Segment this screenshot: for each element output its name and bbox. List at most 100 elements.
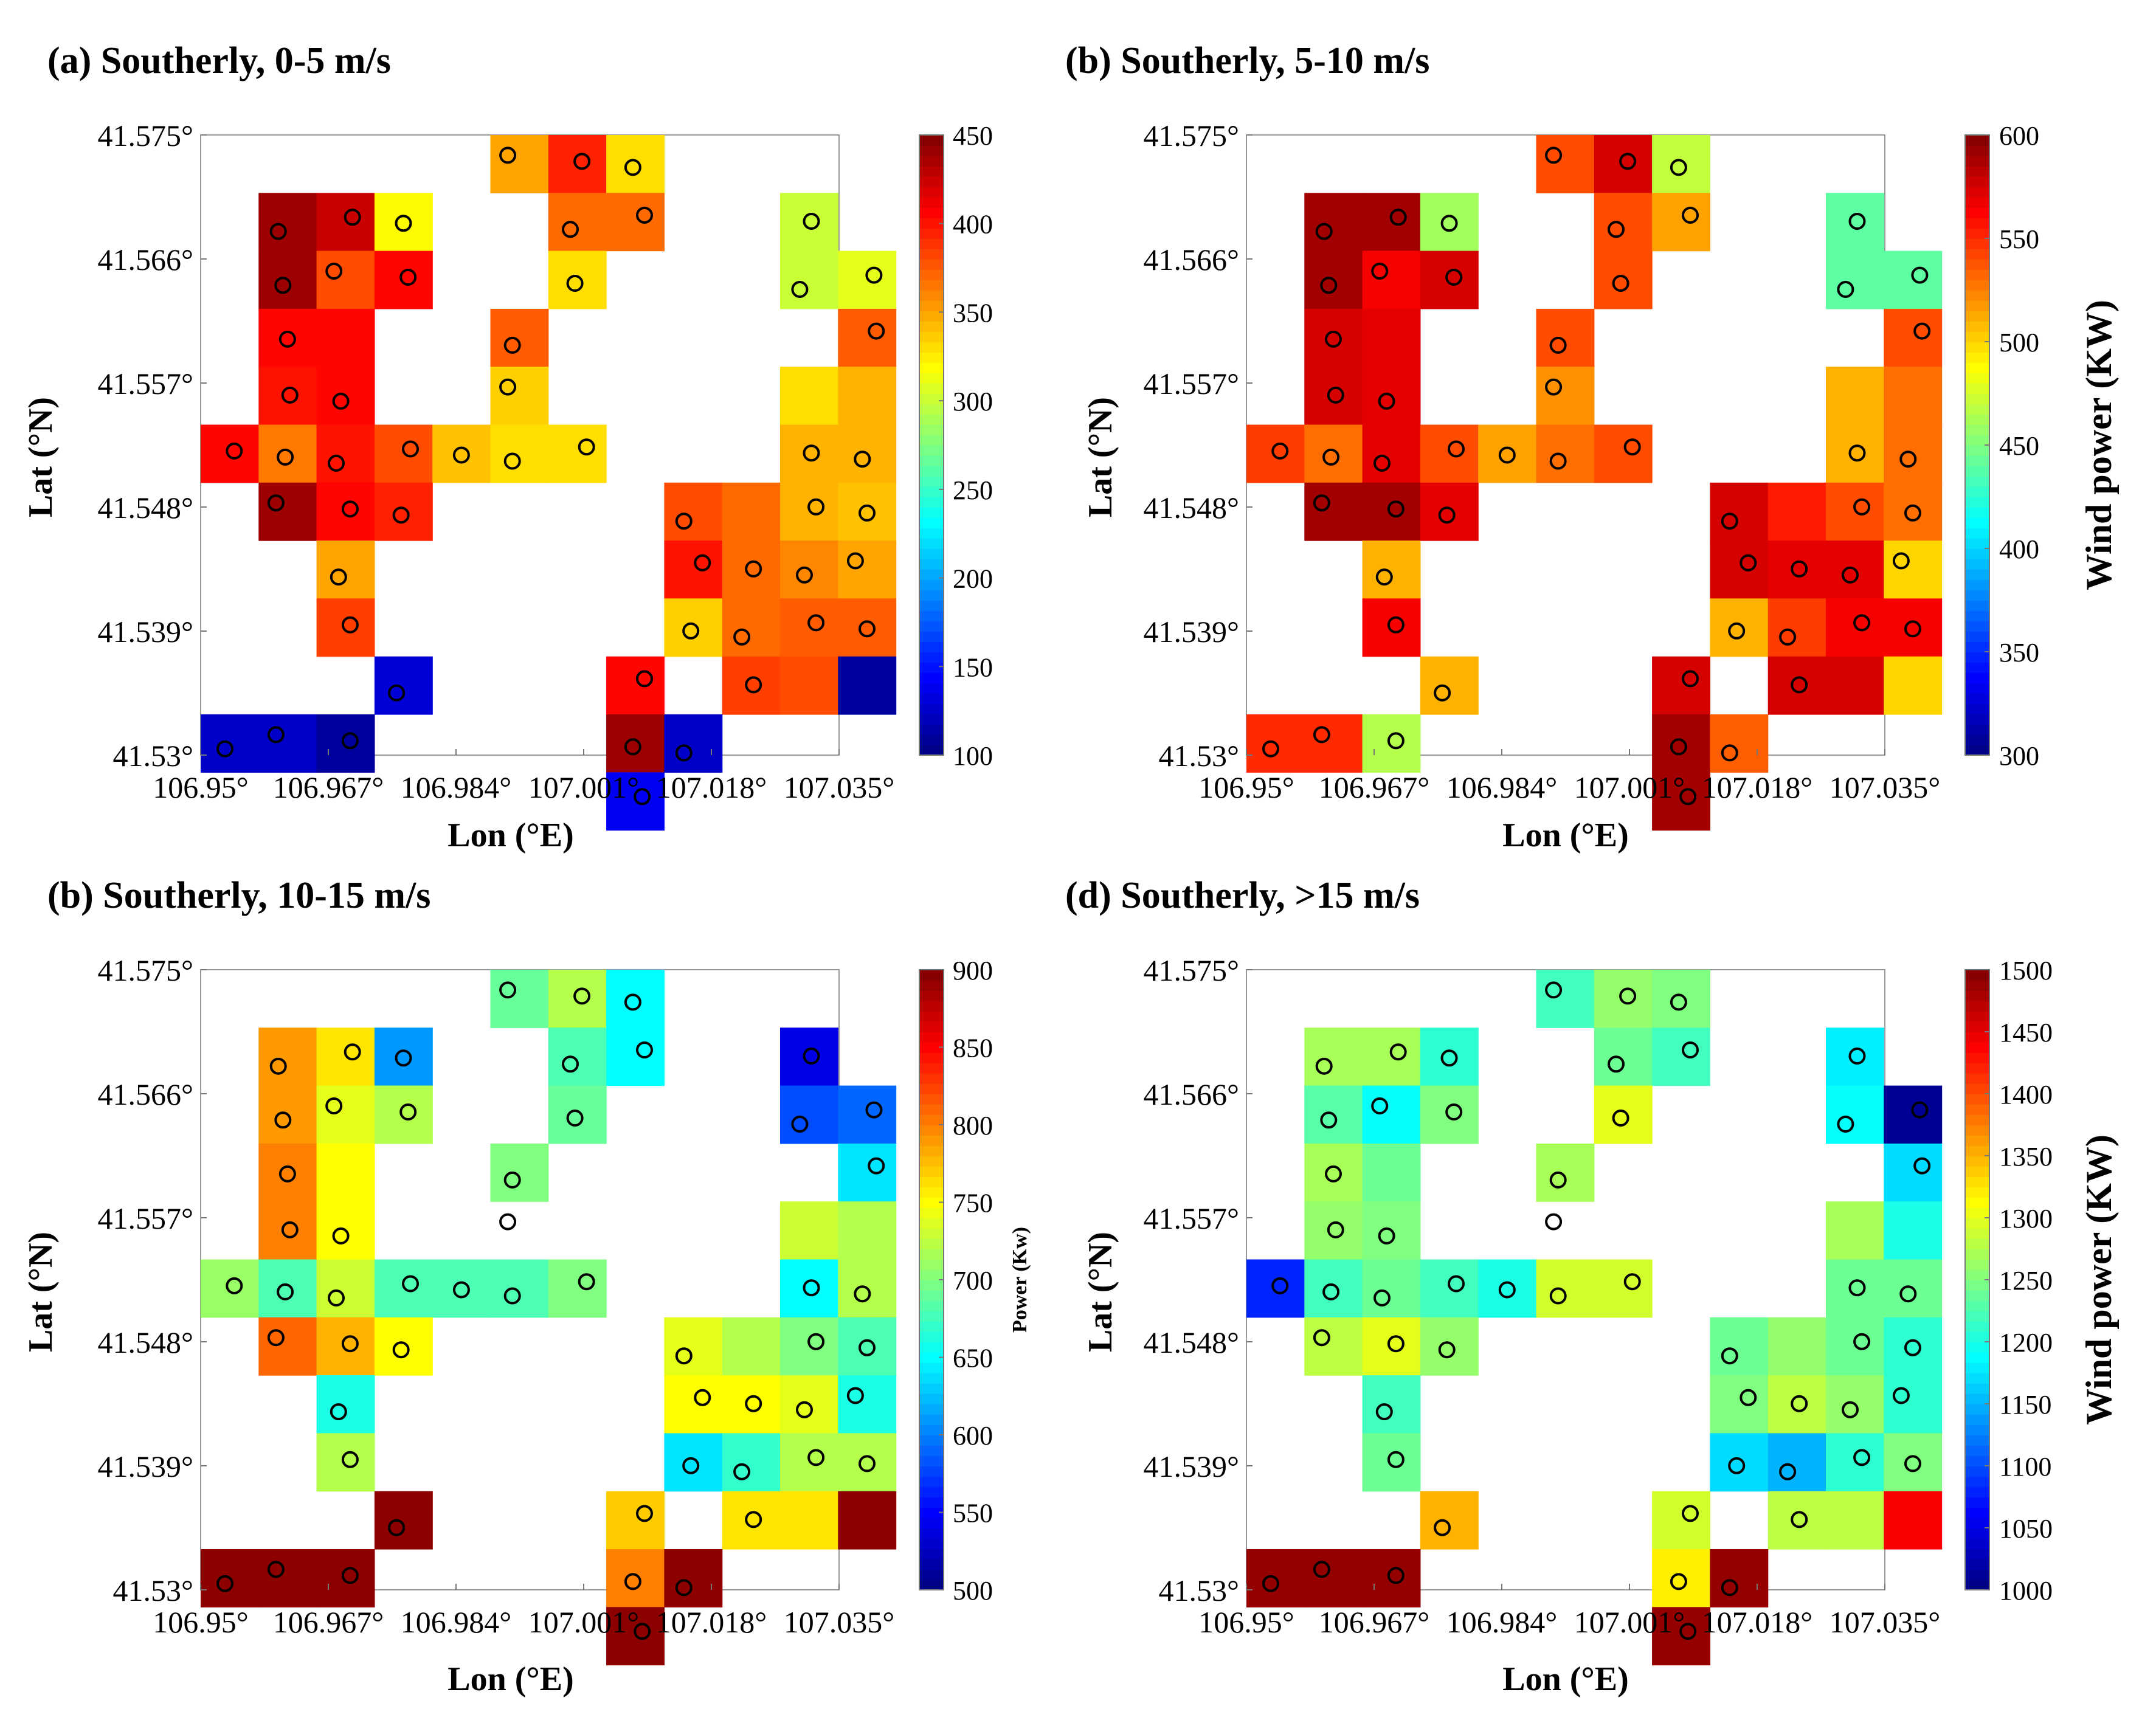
grid-cell bbox=[258, 424, 317, 483]
station-marker bbox=[1440, 215, 1458, 232]
station-marker bbox=[341, 1335, 359, 1353]
grid-cell bbox=[1710, 598, 1769, 657]
colorbar-segment bbox=[919, 662, 944, 673]
colorbar-segment bbox=[1965, 1528, 1989, 1539]
station-marker bbox=[269, 223, 287, 240]
colorbar-segment bbox=[1965, 1135, 1989, 1146]
grid-cell bbox=[1884, 540, 1943, 599]
station-marker bbox=[578, 1273, 595, 1291]
colorbar-segment bbox=[1965, 1269, 1989, 1280]
station-marker bbox=[1262, 1575, 1279, 1592]
grid-cell bbox=[1767, 1491, 1826, 1550]
panel-title: (a) Southerly, 0-5 m/s bbox=[47, 40, 391, 81]
grid-cell bbox=[1420, 1317, 1479, 1376]
grid-cell bbox=[1536, 308, 1595, 367]
colorbar-tick-label: 1500 bbox=[1999, 956, 2053, 986]
colorbar-segment bbox=[1965, 538, 1989, 549]
colorbar-segment bbox=[1965, 1197, 1989, 1208]
grid-cell bbox=[1594, 424, 1653, 483]
grid-cell bbox=[1826, 424, 1884, 483]
station-marker bbox=[624, 993, 641, 1011]
grid-cell bbox=[1710, 1433, 1769, 1492]
station-marker bbox=[1313, 1561, 1330, 1578]
colorbar-segment bbox=[919, 517, 944, 528]
colorbar-segment bbox=[919, 724, 944, 735]
colorbar-segment bbox=[1965, 455, 1989, 466]
lon-tick-label: 106.95° bbox=[153, 770, 249, 804]
lat-tick-label: 41.539° bbox=[98, 1449, 194, 1483]
station-marker bbox=[803, 213, 820, 230]
lon-tick-label: 106.967° bbox=[1319, 1605, 1430, 1639]
colorbar-segment bbox=[919, 980, 944, 991]
colorbar-segment bbox=[1965, 145, 1989, 156]
station-marker bbox=[807, 1449, 825, 1466]
station-marker bbox=[1779, 1463, 1797, 1480]
station-marker bbox=[1545, 1213, 1563, 1231]
station-marker bbox=[1779, 628, 1797, 646]
colorbar-segment bbox=[1965, 714, 1989, 725]
colorbar-segment bbox=[1965, 631, 1989, 642]
colorbar-segment bbox=[919, 1445, 944, 1456]
grid-cell bbox=[316, 598, 375, 657]
lat-tick-label: 41.557° bbox=[1144, 1201, 1240, 1235]
colorbar-tick-label: 300 bbox=[953, 387, 993, 416]
colorbar-segment bbox=[919, 1383, 944, 1394]
grid-cell bbox=[838, 1375, 897, 1434]
station-marker bbox=[277, 1283, 294, 1300]
grid-cell bbox=[606, 1549, 665, 1607]
station-marker bbox=[1791, 1511, 1808, 1528]
colorbar-segment bbox=[919, 249, 944, 260]
colorbar-label: Power (Kw) bbox=[1009, 1227, 1031, 1333]
grid-cell bbox=[548, 970, 607, 1028]
grid-cell bbox=[606, 656, 665, 715]
station-marker bbox=[1320, 1111, 1338, 1129]
lat-axis-label: Lat (°N) bbox=[1082, 1232, 1119, 1352]
colorbar-segment bbox=[919, 714, 944, 725]
colorbar-segment bbox=[919, 445, 944, 456]
colorbar-tick-label: 700 bbox=[953, 1266, 993, 1296]
grid-cell bbox=[664, 482, 723, 541]
grid-cell bbox=[1420, 482, 1479, 541]
colorbar-segment bbox=[1965, 528, 1989, 539]
grid-cell bbox=[316, 714, 375, 773]
lat-tick-label: 41.575° bbox=[1144, 119, 1240, 153]
grid-cell bbox=[1362, 598, 1421, 657]
station-marker bbox=[1853, 614, 1871, 632]
station-marker bbox=[341, 500, 359, 518]
grid-cell bbox=[548, 193, 607, 252]
colorbar-segment bbox=[919, 1052, 944, 1063]
grid-cell bbox=[1420, 1027, 1479, 1086]
grid-cell bbox=[316, 1085, 375, 1144]
station-marker bbox=[1911, 266, 1929, 284]
colorbar-tick-label: 1000 bbox=[1999, 1576, 2053, 1606]
grid-cell bbox=[1536, 135, 1595, 193]
grid-cell bbox=[1304, 1317, 1363, 1376]
colorbar-segment bbox=[1965, 1114, 1989, 1125]
station-marker bbox=[1740, 554, 1757, 571]
station-marker bbox=[803, 444, 820, 462]
station-marker bbox=[573, 987, 591, 1005]
colorbar-segment bbox=[1965, 1166, 1989, 1177]
colorbar-segment bbox=[919, 373, 944, 384]
station-marker bbox=[499, 147, 517, 164]
station-marker bbox=[226, 1277, 243, 1294]
grid-cell bbox=[316, 1549, 375, 1607]
station-marker bbox=[1791, 560, 1808, 578]
colorbar-tick-label: 500 bbox=[1999, 328, 2039, 357]
station-marker bbox=[675, 744, 693, 762]
grid-cell bbox=[780, 1085, 838, 1144]
colorbar-segment bbox=[919, 641, 944, 652]
colorbar-segment bbox=[919, 1269, 944, 1280]
grid-cell bbox=[1362, 1085, 1421, 1144]
colorbar-segment bbox=[919, 1486, 944, 1497]
colorbar-segment bbox=[919, 342, 944, 353]
colorbar-segment bbox=[919, 435, 944, 446]
colorbar-segment bbox=[1965, 980, 1989, 991]
grid-cell bbox=[664, 1433, 723, 1492]
lat-tick-label: 41.548° bbox=[98, 491, 194, 525]
colorbar-segment bbox=[919, 1290, 944, 1301]
colorbar-segment bbox=[919, 321, 944, 332]
station-marker bbox=[1853, 1333, 1871, 1350]
grid-cell bbox=[606, 1027, 665, 1086]
station-marker bbox=[791, 281, 809, 298]
